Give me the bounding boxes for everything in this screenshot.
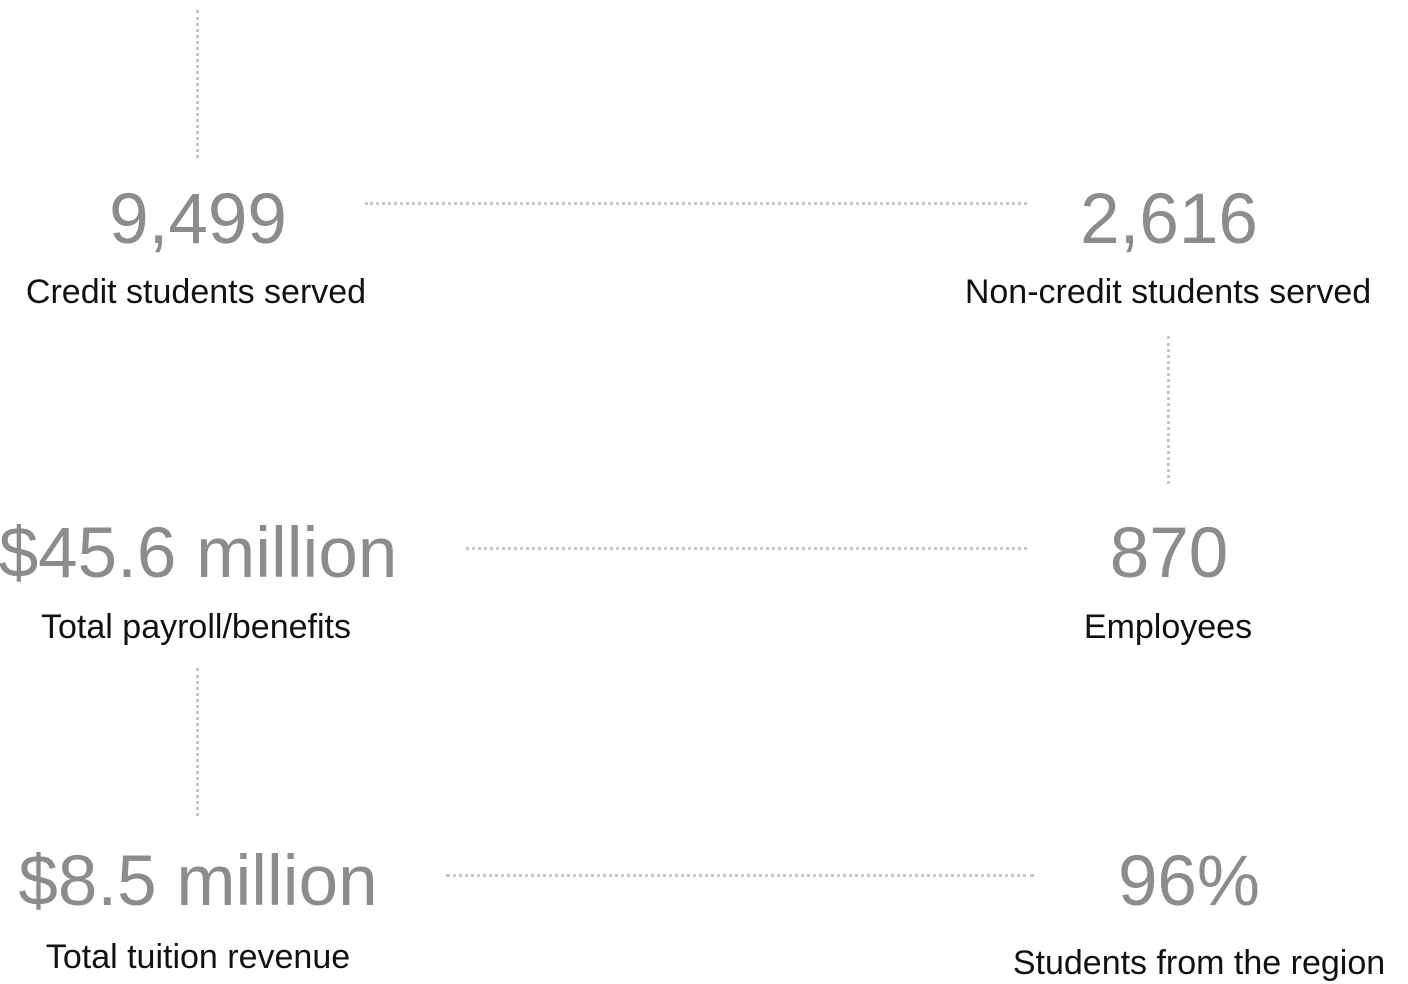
connector-right-vertical bbox=[1167, 336, 1170, 484]
stat-region-students-label: Students from the region bbox=[1012, 944, 1386, 982]
stat-credit-students-label: Credit students served bbox=[25, 273, 367, 311]
stat-noncredit-students-label: Non-credit students served bbox=[964, 273, 1372, 311]
stat-payroll-value: $45.6 million bbox=[0, 514, 398, 593]
stat-employees-label: Employees bbox=[1083, 608, 1253, 646]
stat-noncredit-students-value: 2,616 bbox=[1080, 180, 1258, 259]
stat-credit-students-value: 9,499 bbox=[109, 180, 287, 259]
connector-row2-horizontal bbox=[466, 547, 1027, 550]
connector-row1-horizontal bbox=[365, 202, 1027, 205]
connector-top-vertical bbox=[196, 10, 199, 158]
stat-tuition-label: Total tuition revenue bbox=[45, 938, 351, 976]
stat-employees-value: 870 bbox=[1109, 514, 1229, 593]
connector-row3-horizontal bbox=[446, 874, 1034, 877]
stat-tuition-value: $8.5 million bbox=[18, 842, 378, 921]
stat-payroll-label: Total payroll/benefits bbox=[41, 608, 351, 646]
stat-region-students-value: 96% bbox=[1117, 842, 1261, 921]
connector-left-vertical bbox=[196, 668, 199, 816]
